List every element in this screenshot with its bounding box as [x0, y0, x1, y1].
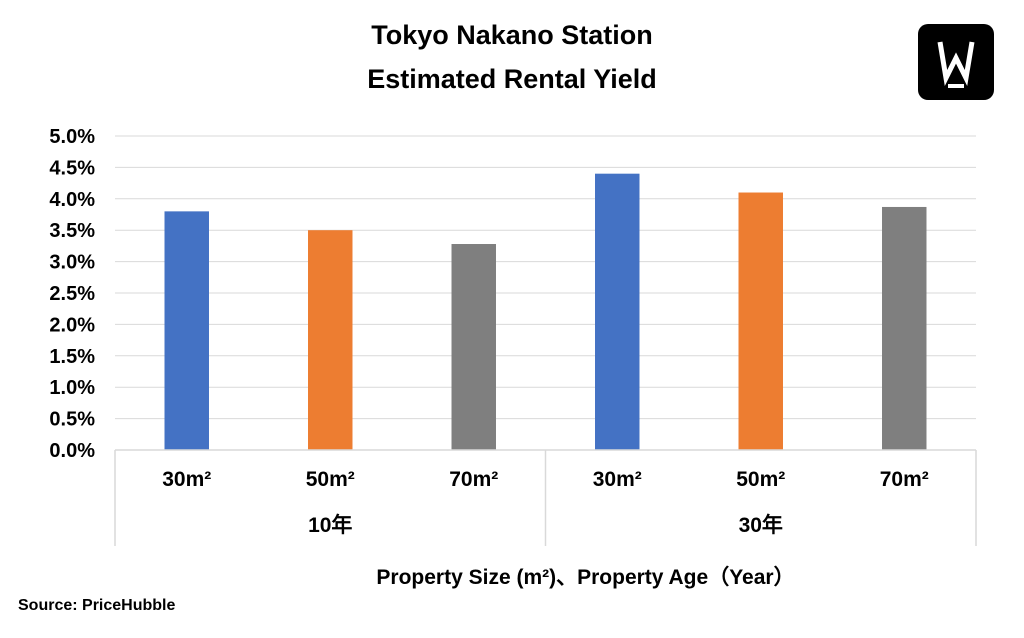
bar — [738, 192, 783, 450]
y-tick-label: 3.0% — [49, 252, 95, 274]
y-tick-label: 2.5% — [49, 283, 95, 305]
x-tick-label: 70m² — [880, 468, 929, 491]
chart-title-line-1: Tokyo Nakano Station — [371, 20, 653, 50]
w-logo-icon — [918, 24, 994, 100]
chart-title-line-2: Estimated Rental Yield — [367, 64, 657, 94]
bar — [451, 244, 496, 450]
y-tick-label: 4.5% — [49, 157, 95, 179]
y-tick-label: 1.5% — [49, 346, 95, 368]
x-tick-label: 30m² — [162, 468, 211, 491]
x-tick-label: 50m² — [736, 468, 785, 491]
bar — [308, 230, 353, 450]
bar — [595, 173, 640, 450]
y-tick-label: 2.0% — [49, 314, 95, 336]
w-logo-glyph — [937, 41, 975, 88]
x-tick-label: 30m² — [593, 468, 642, 491]
x-tick-label: 50m² — [306, 468, 355, 491]
group-label: 30年 — [739, 513, 783, 537]
x-axis-title: Property Size (m²)、Property Age（Year） — [376, 565, 794, 589]
y-tick-label: 3.5% — [49, 220, 95, 242]
y-tick-label: 1.0% — [49, 377, 95, 399]
source-note: Source: PriceHubble — [18, 597, 176, 614]
bar — [882, 206, 927, 450]
y-tick-label: 0.0% — [49, 440, 95, 462]
x-tick-label: 70m² — [449, 468, 498, 491]
bar — [164, 211, 209, 450]
y-tick-label: 5.0% — [49, 126, 95, 148]
group-label: 10年 — [308, 513, 352, 537]
y-tick-label: 0.5% — [49, 409, 95, 431]
y-tick-label: 4.0% — [49, 189, 95, 211]
